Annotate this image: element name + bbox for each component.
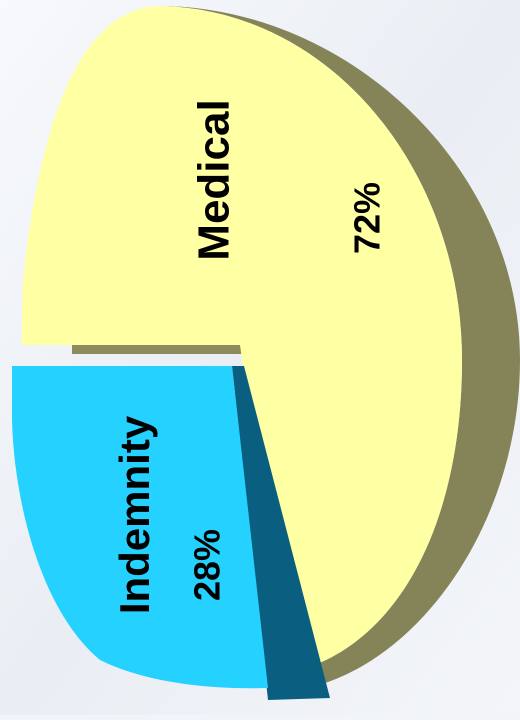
medical-slice-side (158, 6, 520, 690)
indemnity-label: Indemnity (111, 415, 158, 614)
medical-label: Medical (190, 99, 239, 260)
medical-slice-cut (72, 344, 245, 354)
medical-slice (22, 6, 462, 674)
indemnity-value-label: 28% (187, 529, 228, 601)
indemnity-slice-side (232, 366, 330, 700)
medical-value-label: 72% (347, 182, 388, 254)
indemnity-slice (12, 366, 268, 689)
